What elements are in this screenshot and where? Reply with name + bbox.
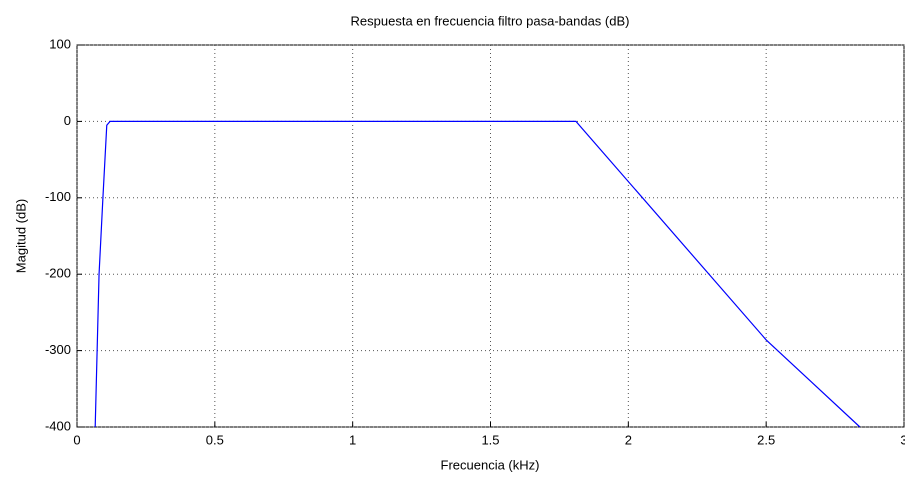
- x-tick-label: 0: [73, 432, 80, 447]
- plot-area: [76, 44, 905, 428]
- y-axis-label: Magitud (dB): [13, 199, 28, 273]
- y-tick-label: -300: [45, 342, 71, 357]
- chart-title: Respuesta en frecuencia filtro pasa-band…: [351, 13, 630, 28]
- x-tick-label: 2.5: [757, 432, 775, 447]
- y-tick-label: -100: [45, 189, 71, 204]
- x-tick-label: 3: [900, 432, 905, 447]
- x-tick-label: 1: [349, 432, 356, 447]
- x-axis-label: Frecuencia (kHz): [441, 457, 540, 472]
- x-tick-label: 2: [625, 432, 632, 447]
- y-tick-label: -400: [45, 418, 71, 433]
- y-tick-label: 100: [49, 36, 71, 51]
- data-line: [94, 120, 861, 428]
- y-tick-label: -200: [45, 266, 71, 281]
- y-tick-label: 0: [64, 113, 71, 128]
- x-tick-label: 0.5: [206, 432, 224, 447]
- x-tick-label: 1.5: [481, 432, 499, 447]
